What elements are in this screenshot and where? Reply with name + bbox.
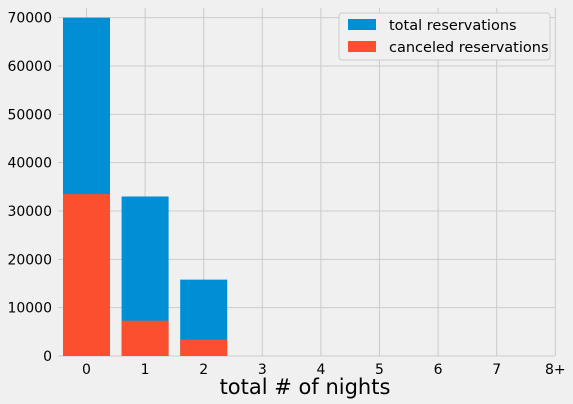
x-axis-title: total # of nights <box>220 375 391 399</box>
legend-swatch <box>348 41 376 52</box>
grid-lines <box>58 8 556 357</box>
bar-canceled-2 <box>180 339 228 356</box>
y-tick-label: 0 <box>43 349 52 365</box>
y-tick-label: 70000 <box>7 11 52 27</box>
bars <box>63 17 228 357</box>
legend-swatch <box>348 19 376 30</box>
x-axis-ticks: 0 1 2 3 4 5 6 7 8+ <box>82 362 566 378</box>
x-tick-label: 5 <box>375 362 384 378</box>
y-tick-label: 60000 <box>7 59 52 75</box>
y-tick-label: 20000 <box>7 252 52 268</box>
y-tick-label: 50000 <box>7 107 52 123</box>
y-tick-label: 30000 <box>7 204 52 220</box>
x-tick-label: 7 <box>492 362 501 378</box>
x-tick-label: 6 <box>434 362 443 378</box>
x-tick-label: 1 <box>141 362 150 378</box>
bar-canceled-1 <box>121 320 169 356</box>
y-tick-label: 40000 <box>7 156 52 172</box>
legend-label: total reservations <box>389 18 517 34</box>
x-tick-label: 3 <box>258 362 267 378</box>
x-tick-label: 4 <box>316 362 325 378</box>
x-tick-label: 2 <box>199 362 208 378</box>
bar-canceled-0 <box>63 194 110 356</box>
x-tick-label: 8+ <box>545 362 566 378</box>
y-axis-ticks: 0 10000 20000 30000 40000 50000 60000 70000 <box>7 11 52 365</box>
y-tick-label: 10000 <box>7 301 52 317</box>
legend: total reservations canceled reservations <box>338 12 551 61</box>
legend-box <box>338 12 551 61</box>
x-tick-label: 0 <box>82 362 91 378</box>
legend-label: canceled reservations <box>389 40 549 56</box>
